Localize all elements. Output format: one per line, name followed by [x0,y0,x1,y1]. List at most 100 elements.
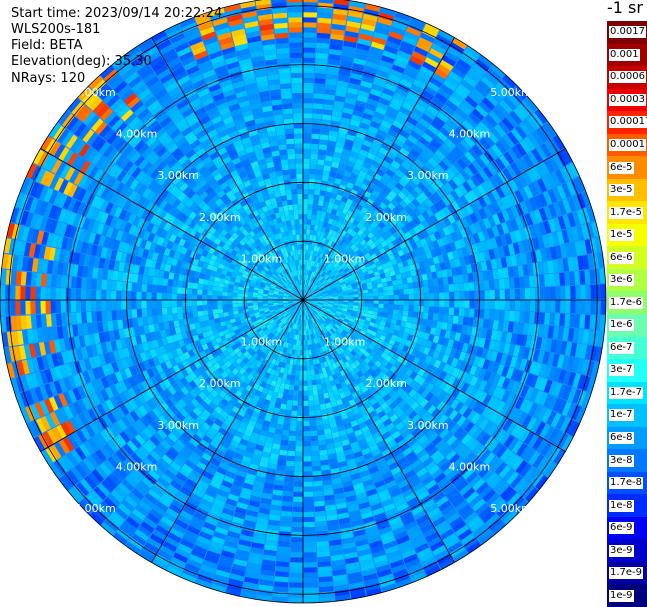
range-bin [431,435,443,446]
range-bin [331,230,338,237]
range-bin [318,311,324,316]
range-bin [431,72,446,84]
range-bin [289,572,303,578]
range-bin [442,417,453,428]
range-bin [430,139,441,150]
range-bin [392,384,401,393]
range-bin [495,352,503,364]
range-bin [309,307,314,312]
range-bin [564,272,571,286]
range-bin [452,378,461,388]
range-bin [328,251,334,258]
range-bin [332,156,341,164]
range-bin [451,388,461,399]
range-bin [310,430,318,437]
range-bin [291,542,303,548]
range-bin [461,246,469,257]
range-bin [491,398,501,411]
range-bin [320,124,330,131]
range-bin [310,440,319,447]
range-bin [436,188,446,199]
range-bin [396,315,403,321]
range-bin [579,314,586,329]
range-bin [346,20,361,29]
range-bin [438,361,446,371]
range-bin [328,315,334,320]
range-bin [445,450,457,461]
range-bin [384,206,392,214]
range-bin [382,366,390,374]
range-bin [327,292,333,295]
range-bin [367,325,374,331]
range-bin [543,220,552,234]
range-bin [483,134,495,147]
range-bin [543,394,553,408]
range-bin [314,287,320,292]
range-bin [314,83,325,89]
range-bin [346,311,352,316]
range-bin [458,103,472,116]
range-bin [469,376,479,387]
range-bin [314,500,325,507]
range-bin [353,246,360,253]
range-bin [294,375,299,381]
range-bin [307,370,311,376]
range-bin [545,443,557,459]
range-bin [276,556,290,563]
range-bin [364,3,381,12]
range-bin [548,137,561,153]
range-bin [407,311,414,317]
range-bin [307,294,312,298]
range-bin [519,300,526,311]
range-bin [325,319,331,324]
range-bin [330,285,336,289]
range-bin [317,561,331,568]
range-bin [581,359,590,375]
range-bin [378,300,384,304]
range-bin [446,488,459,500]
range-bin [449,300,455,308]
range-bin [326,234,332,240]
range-bin [335,194,343,201]
range-bin [481,406,492,418]
range-bin [356,222,364,230]
range-bin [353,294,359,298]
range-bin [452,340,460,350]
range-bin [495,82,510,96]
range-bin [352,184,360,192]
range-bin [520,100,534,115]
range-bin [540,143,552,158]
range-bin [337,320,343,325]
range-bin [364,262,371,268]
range-bin [567,387,577,403]
range-bin [454,258,461,267]
range-bin [485,114,498,127]
range-bin [389,413,399,423]
range-bin [491,188,501,201]
range-bin [408,355,416,363]
range-bin [299,375,303,381]
range-bin [478,101,492,114]
range-bin [281,511,292,517]
range-bin [303,188,309,195]
range-bin [433,306,440,314]
range-bin [306,303,310,309]
range-bin [367,56,381,65]
range-bin [475,59,490,72]
range-bin [400,208,409,217]
range-bin [475,157,487,169]
range-bin [467,455,480,468]
range-bin [537,406,548,421]
range-bin [327,240,333,246]
range-bin [514,190,525,203]
range-bin [460,169,471,181]
range-bin [378,363,386,371]
range-bin [328,264,334,270]
range-bin [562,385,572,401]
range-bin [307,219,312,225]
range-bin [398,400,407,409]
range-bin [509,231,518,243]
range-bin [539,274,545,287]
range-bin [334,323,340,329]
range-bin [323,313,329,318]
